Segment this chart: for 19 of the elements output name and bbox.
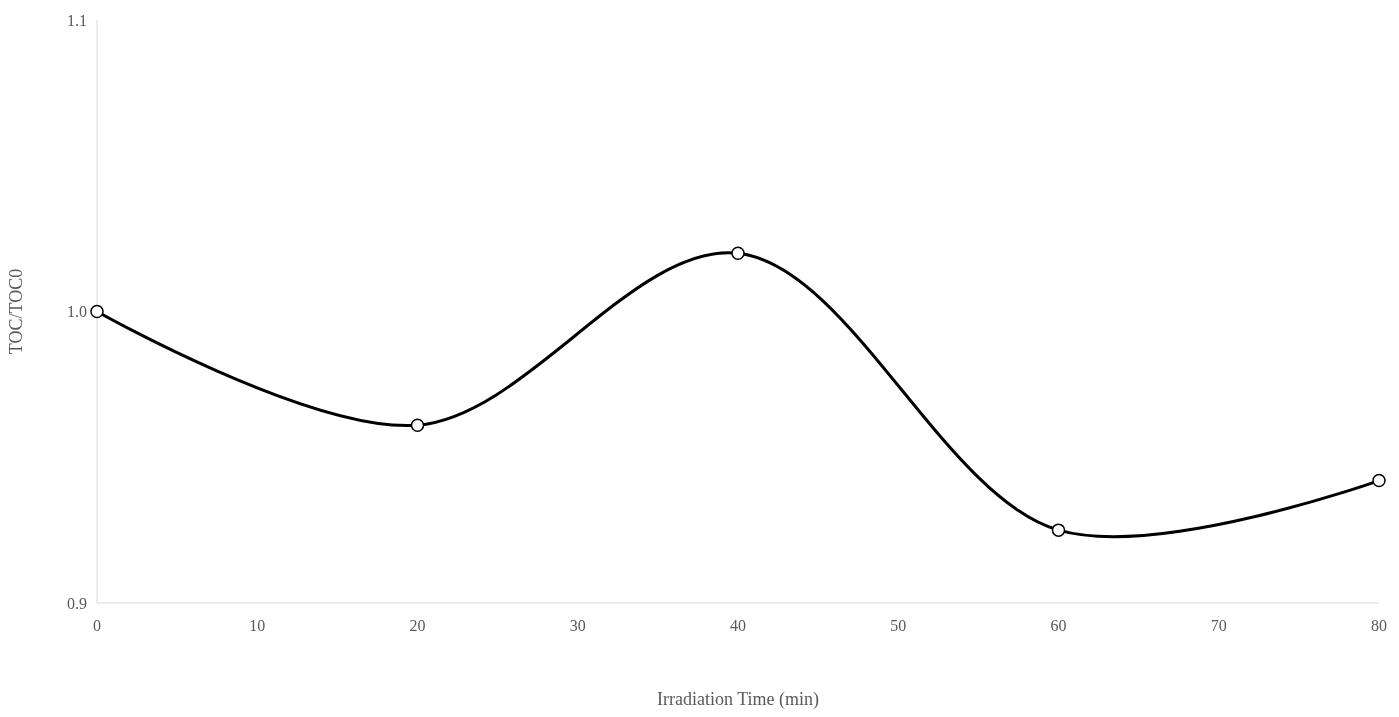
y-axis-title: TOC/TOC0: [6, 268, 26, 355]
x-tick-label: 10: [249, 617, 266, 634]
x-tick-label: 40: [730, 617, 746, 634]
point: [410, 418, 425, 432]
x-tick-label: 80: [1371, 617, 1387, 634]
point: [1051, 523, 1066, 537]
y-tick-label: 1.1: [67, 11, 87, 29]
point: [731, 246, 745, 260]
y-tick-label: 0.9: [67, 594, 87, 612]
x-tick-label: 50: [890, 617, 907, 634]
point: [90, 304, 104, 319]
x-axis-title: Irradiation Time (min): [657, 689, 819, 710]
x-tick-label: 20: [409, 617, 426, 634]
x-tick-label: 70: [1210, 617, 1227, 634]
x-tick-label: 0: [93, 617, 101, 634]
x-tick-label: 30: [569, 617, 586, 634]
point: [1372, 473, 1386, 488]
x-tick-label: 60: [1050, 617, 1067, 634]
y-tick-label: 1.0: [67, 303, 87, 321]
